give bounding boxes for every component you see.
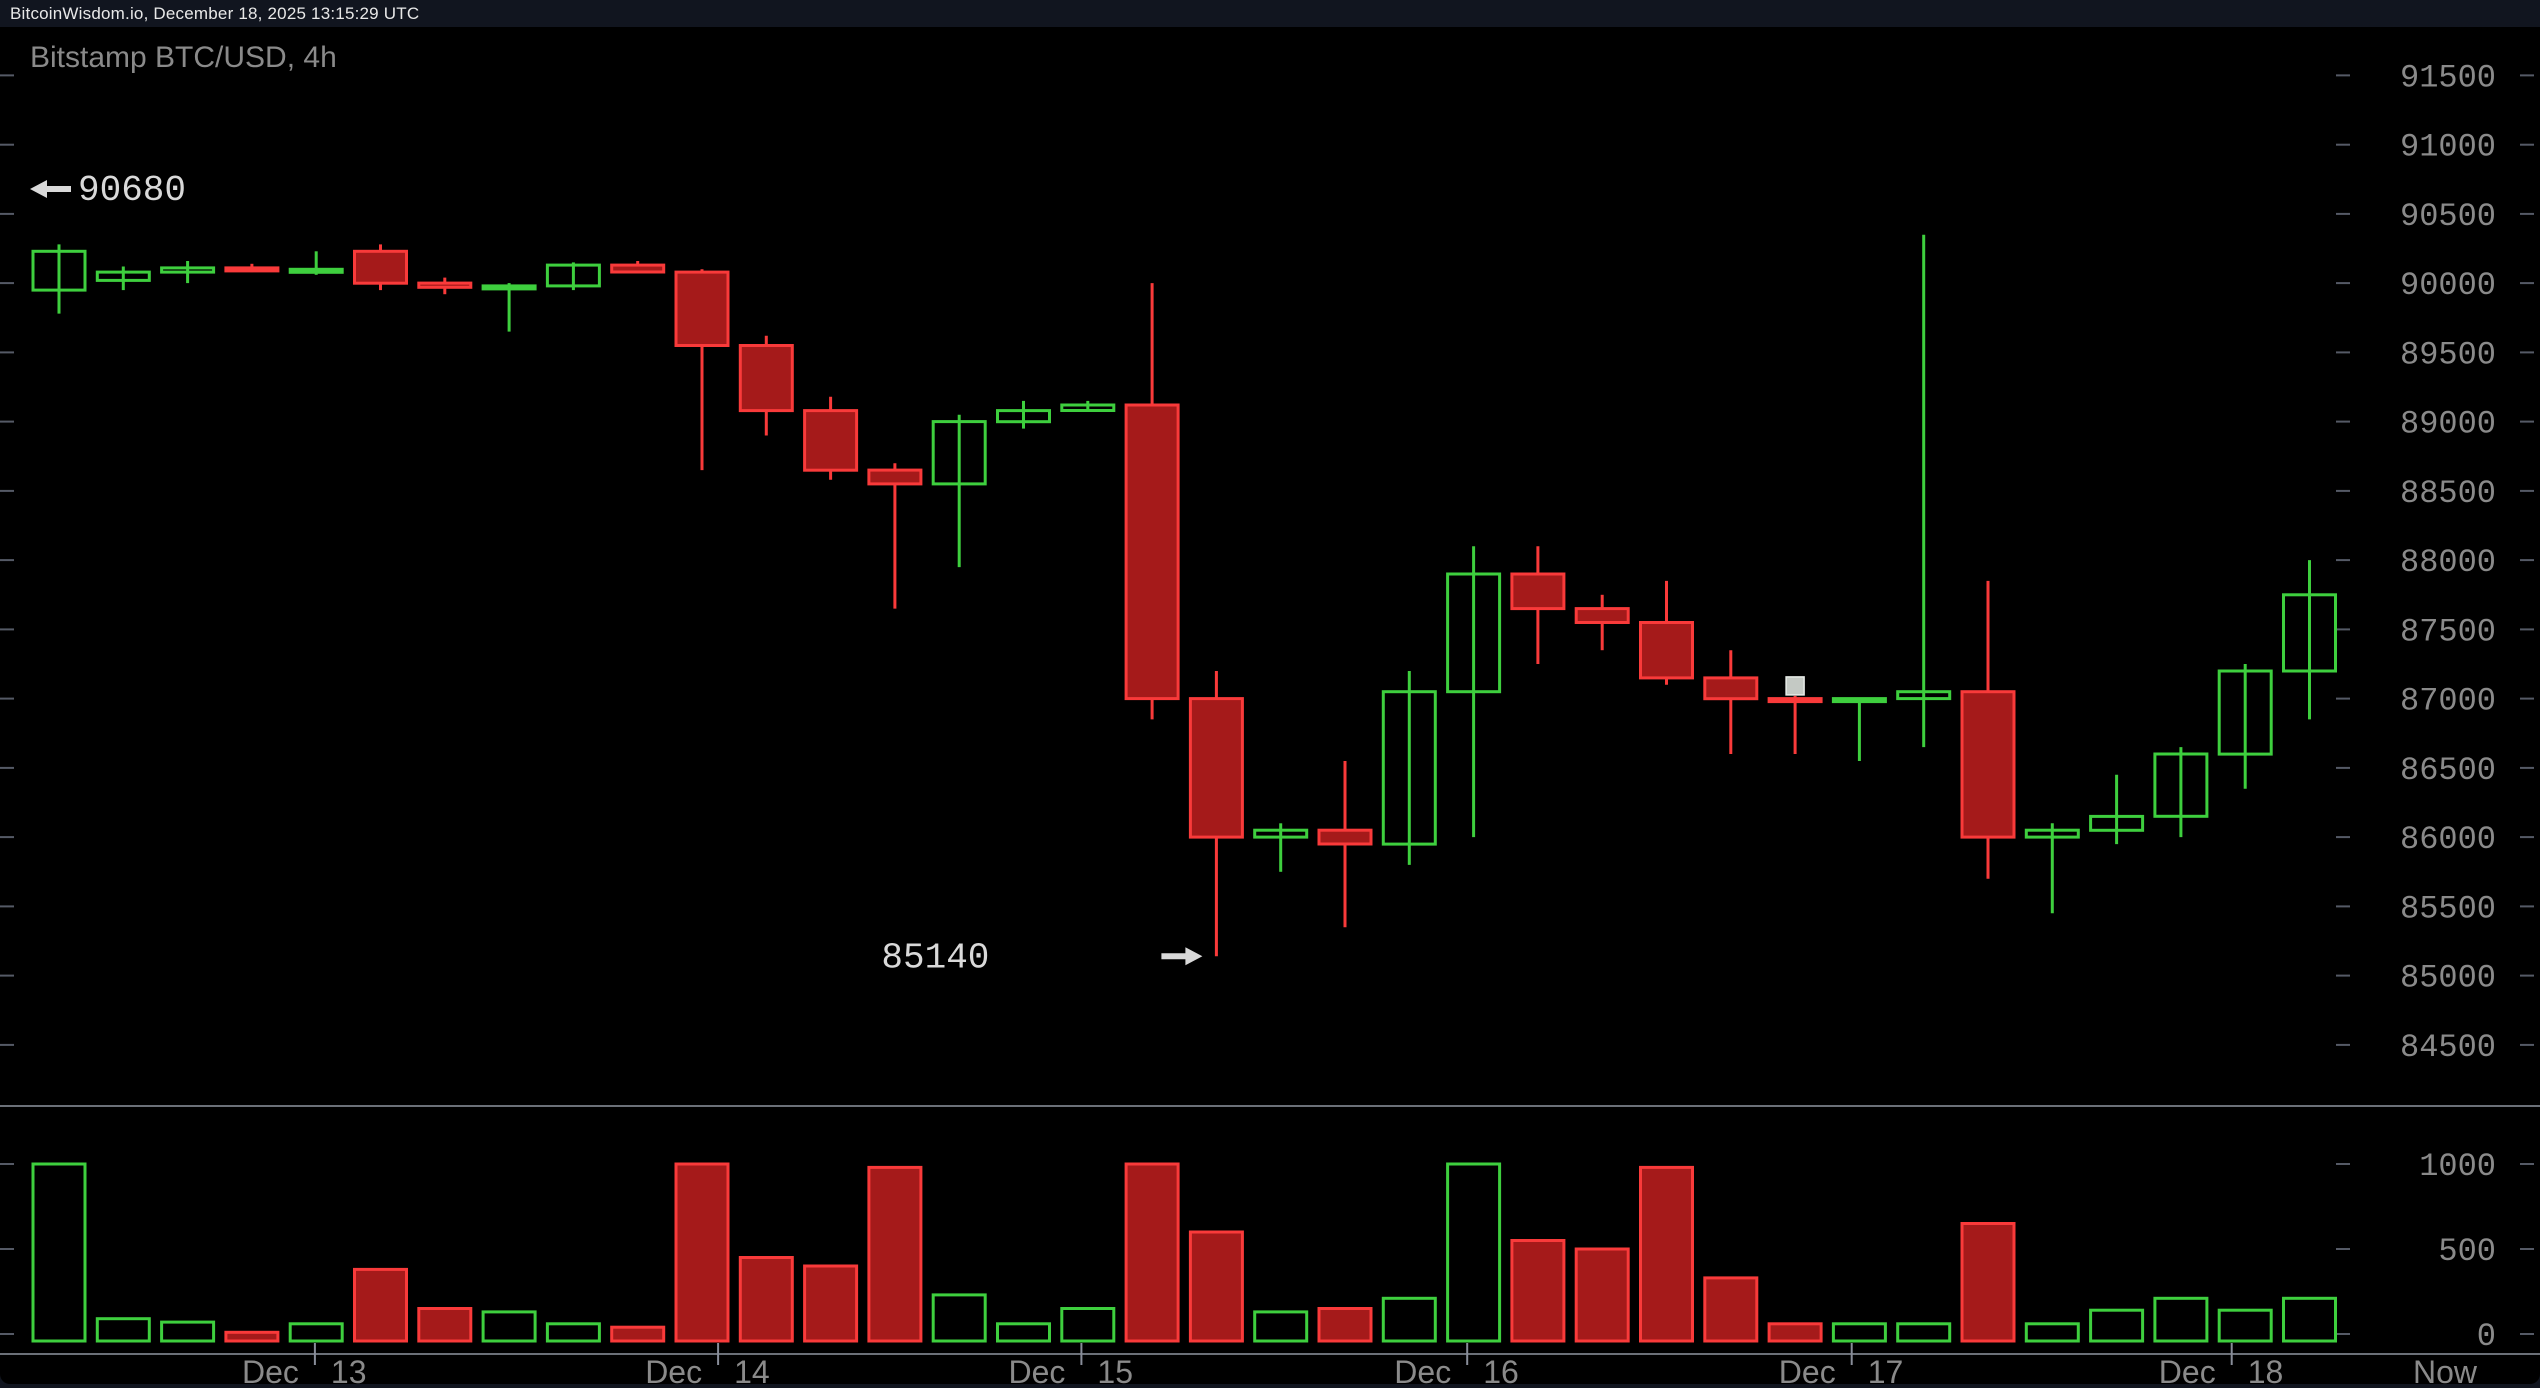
svg-text:85500: 85500 bbox=[2400, 890, 2496, 927]
svg-text:18: 18 bbox=[2248, 1354, 2284, 1384]
svg-text:14: 14 bbox=[734, 1354, 770, 1384]
svg-text:84500: 84500 bbox=[2400, 1029, 2496, 1066]
svg-text:Dec: Dec bbox=[1394, 1354, 1451, 1384]
svg-text:Dec: Dec bbox=[2159, 1354, 2216, 1384]
svg-text:86500: 86500 bbox=[2400, 752, 2496, 789]
svg-text:500: 500 bbox=[2438, 1233, 2496, 1270]
svg-text:Dec: Dec bbox=[1008, 1354, 1065, 1384]
svg-text:90500: 90500 bbox=[2400, 198, 2496, 235]
svg-text:17: 17 bbox=[1868, 1354, 1904, 1384]
svg-text:Dec: Dec bbox=[1779, 1354, 1836, 1384]
svg-text:16: 16 bbox=[1483, 1354, 1519, 1384]
svg-text:90000: 90000 bbox=[2400, 267, 2496, 304]
svg-text:1000: 1000 bbox=[2419, 1148, 2496, 1185]
svg-text:15: 15 bbox=[1097, 1354, 1133, 1384]
svg-text:85000: 85000 bbox=[2400, 960, 2496, 997]
svg-text:13: 13 bbox=[331, 1354, 367, 1384]
svg-text:88000: 88000 bbox=[2400, 544, 2496, 581]
svg-text:Dec: Dec bbox=[242, 1354, 299, 1384]
svg-text:0: 0 bbox=[2477, 1318, 2496, 1355]
svg-text:87000: 87000 bbox=[2400, 683, 2496, 720]
svg-text:Now: Now bbox=[2413, 1354, 2478, 1384]
svg-text:89500: 89500 bbox=[2400, 336, 2496, 373]
svg-text:87500: 87500 bbox=[2400, 613, 2496, 650]
svg-text:91500: 91500 bbox=[2400, 59, 2496, 96]
svg-text:Dec: Dec bbox=[645, 1354, 702, 1384]
svg-text:85140: 85140 bbox=[881, 937, 989, 978]
svg-text:86000: 86000 bbox=[2400, 821, 2496, 858]
svg-text:88500: 88500 bbox=[2400, 475, 2496, 512]
svg-text:91000: 91000 bbox=[2400, 129, 2496, 166]
svg-text:89000: 89000 bbox=[2400, 406, 2496, 443]
svg-text:90680: 90680 bbox=[78, 170, 186, 211]
